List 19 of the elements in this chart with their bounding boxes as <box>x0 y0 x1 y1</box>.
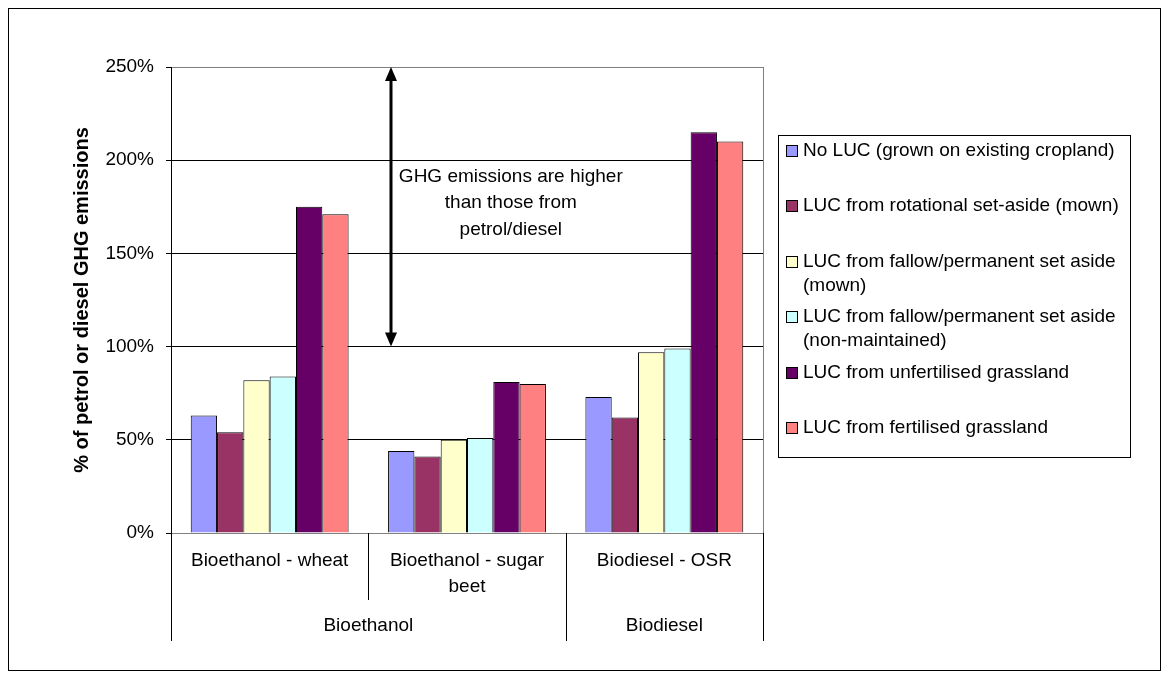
text: Bioethanol <box>323 614 414 636</box>
y-tick-label: 100% <box>105 334 155 356</box>
y-tick-label: 200% <box>105 148 155 170</box>
legend-label: LUC from fallow/permanent set aside (non-maintained) <box>803 305 1116 351</box>
legend-label: LUC from rotational set-aside (mown) <box>803 194 1119 216</box>
x-tick-label: Bioethanol - sugar beet <box>389 549 545 597</box>
y-axis-title: % of petrol or diesel GHG emissions <box>69 127 92 473</box>
legend-label: LUC from unfertilised grassland <box>803 360 1070 382</box>
y-tick-label: 50% <box>115 428 155 450</box>
y-tick-label: 0% <box>126 521 155 543</box>
legend-label: LUC from fertilised grassland <box>803 415 1048 437</box>
legend-label: No LUC (grown on existing cropland) <box>803 139 1115 160</box>
y-tick-label: 250% <box>105 55 155 77</box>
x-tick-label: Biodiesel - OSR <box>596 549 732 571</box>
y-tick-label: 150% <box>105 241 155 263</box>
x-tick-label: Bioethanol - wheat <box>190 549 350 571</box>
legend-label: LUC from fallow/permanent set aside (mown) <box>803 249 1116 295</box>
text: Biodiesel <box>625 614 703 636</box>
annotation: GHG emissions are higher than those from petrol/diesel <box>398 164 624 239</box>
